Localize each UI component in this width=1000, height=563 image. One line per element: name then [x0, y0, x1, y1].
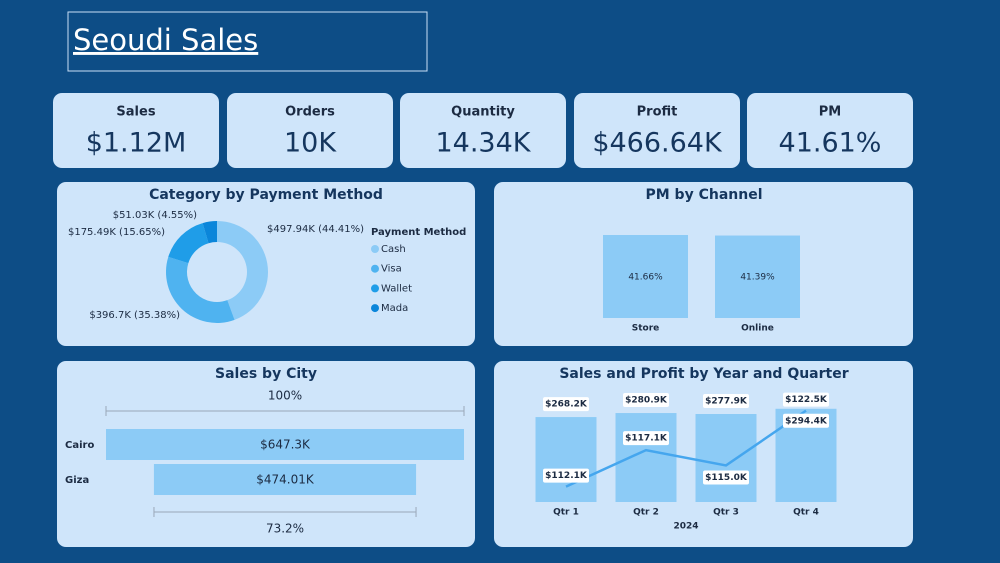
bar	[715, 235, 800, 318]
label-box	[543, 397, 589, 412]
label-box	[623, 431, 669, 446]
legend-label[interactable]: Cash	[381, 244, 406, 255]
kpi-value: $1.12M	[86, 128, 187, 159]
panel	[494, 182, 913, 346]
line	[565, 409, 807, 488]
kpi-label: Sales	[116, 105, 155, 120]
legend-marker	[371, 245, 379, 253]
x-group-label: 2024	[673, 522, 698, 532]
data-label: 41.66%	[628, 273, 663, 283]
percent-label: 100%	[268, 389, 302, 403]
kpi-label: PM	[819, 105, 841, 120]
kpi-label: Orders	[285, 105, 335, 120]
data-label: 41.39%	[740, 273, 775, 283]
kpi-card	[400, 93, 566, 168]
data-label: $396.7K (35.38%)	[89, 310, 180, 321]
label-box	[703, 470, 749, 485]
kpi-label: Quantity	[451, 105, 515, 120]
bar	[153, 464, 417, 495]
kpi-card	[53, 93, 219, 168]
legend-title: Payment Method	[371, 227, 466, 238]
donut-slice	[217, 221, 269, 320]
legend-label[interactable]: Visa	[381, 264, 402, 275]
x-tick-label: Qtr 2	[633, 508, 659, 518]
x-tick-label: Qtr 1	[553, 508, 579, 518]
chart-title: Sales and Profit by Year and Quarter	[559, 366, 848, 382]
bar	[695, 413, 757, 502]
data-label: $115.0K	[705, 473, 748, 483]
data-label: $112.1K	[545, 471, 588, 481]
donut-slice	[202, 221, 217, 244]
data-label: $294.4K	[785, 416, 828, 426]
legend-marker	[371, 304, 379, 313]
x-tick-label: Qtr 3	[713, 508, 739, 518]
data-label: $51.03K (4.55%)	[113, 210, 197, 221]
kpi-value: 10K	[284, 128, 337, 159]
percent-label: 73.2%	[266, 522, 304, 536]
kpi-card	[747, 93, 913, 168]
legend-label[interactable]: Mada	[381, 303, 408, 314]
data-label: $497.94K (44.41%)	[267, 224, 364, 235]
chart-title: Sales by City	[215, 366, 317, 382]
legend-marker	[371, 284, 379, 293]
kpi-value: 41.61%	[779, 128, 882, 159]
bar	[535, 417, 597, 502]
data-label: $117.1K	[625, 434, 668, 444]
data-label: $175.49K (15.65%)	[68, 227, 165, 238]
x-tick-label: Store	[632, 324, 660, 334]
donut-slice	[168, 223, 209, 264]
data-label: $277.9K	[705, 396, 748, 406]
x-tick-label: Qtr 4	[793, 508, 819, 518]
label-box	[543, 468, 589, 483]
category-label: Giza	[65, 475, 89, 486]
data-label: $280.9K	[625, 396, 668, 406]
legend-marker	[371, 264, 379, 273]
label-box	[703, 393, 749, 408]
page-title[interactable]: Seoudi Sales	[73, 23, 258, 57]
data-label: $122.5K	[785, 395, 828, 405]
legend-label[interactable]: Wallet	[381, 283, 412, 294]
donut-slice	[166, 256, 235, 324]
title-box	[67, 11, 428, 72]
x-tick-label: Online	[741, 324, 774, 334]
label-box	[783, 413, 829, 428]
kpi-value: 14.34K	[435, 128, 531, 159]
bar	[615, 413, 677, 502]
kpi-card	[227, 93, 393, 168]
bar	[106, 429, 464, 460]
bar	[603, 235, 688, 318]
chart-title: PM by Channel	[645, 187, 762, 203]
kpi-label: Profit	[637, 105, 678, 120]
label-box	[623, 393, 669, 408]
data-label: $474.01K	[256, 473, 315, 487]
kpi-card	[574, 93, 740, 168]
chart-title: Category by Payment Method	[149, 187, 383, 203]
category-label: Cairo	[65, 440, 94, 451]
kpi-value: $466.64K	[592, 128, 723, 159]
data-label: $647.3K	[260, 438, 311, 452]
label-box	[783, 392, 829, 407]
data-label: $268.2K	[545, 400, 588, 410]
